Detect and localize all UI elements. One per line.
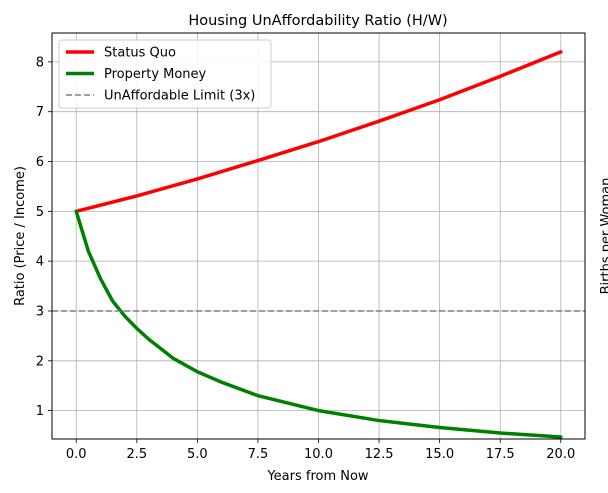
x-tick-label: 0.0 — [66, 447, 87, 462]
grid-lines — [52, 33, 585, 439]
x-tick-label: 7.5 — [248, 447, 269, 462]
legend: Status Quo Property Money UnAffordable L… — [58, 39, 272, 109]
y-axis-label: Ratio (Price / Income) — [13, 166, 28, 306]
x-tick-label: 5.0 — [187, 447, 208, 462]
legend-label-property-money: Property Money — [104, 67, 207, 82]
axis-ticks: 0.0 2.5 5.0 7.5 10.0 12.5 15.0 17.5 20.0 1 2 3 4 5 6 7 8 — [36, 55, 576, 462]
right-axis-label: Births per Woman — [599, 178, 608, 295]
y-tick-label: 2 — [36, 354, 44, 369]
series-line-property-money — [74, 209, 563, 439]
y-tick-label: 5 — [36, 205, 44, 220]
x-axis-label: Years from Now — [266, 469, 368, 484]
legend-label-status-quo: Status Quo — [104, 46, 176, 61]
y-tick-label: 8 — [36, 55, 44, 70]
x-tick-label: 17.5 — [486, 447, 515, 462]
y-tick-label: 6 — [36, 155, 44, 170]
series-lines — [52, 50, 585, 439]
y-tick-label: 1 — [36, 404, 44, 419]
x-tick-label: 20.0 — [546, 447, 575, 462]
chart-title: Housing UnAffordability Ratio (H/W) — [188, 13, 447, 29]
legend-label-limit: UnAffordable Limit (3x) — [104, 89, 255, 104]
y-tick-label: 7 — [36, 105, 44, 120]
x-tick-label: 2.5 — [126, 447, 147, 462]
series-line-status-quo — [74, 50, 563, 214]
x-tick-label: 15.0 — [425, 447, 454, 462]
y-tick-label: 3 — [36, 304, 44, 319]
x-tick-label: 12.5 — [365, 447, 394, 462]
y-tick-label: 4 — [36, 255, 44, 270]
legend-box — [58, 39, 272, 109]
x-tick-label: 10.0 — [304, 447, 333, 462]
